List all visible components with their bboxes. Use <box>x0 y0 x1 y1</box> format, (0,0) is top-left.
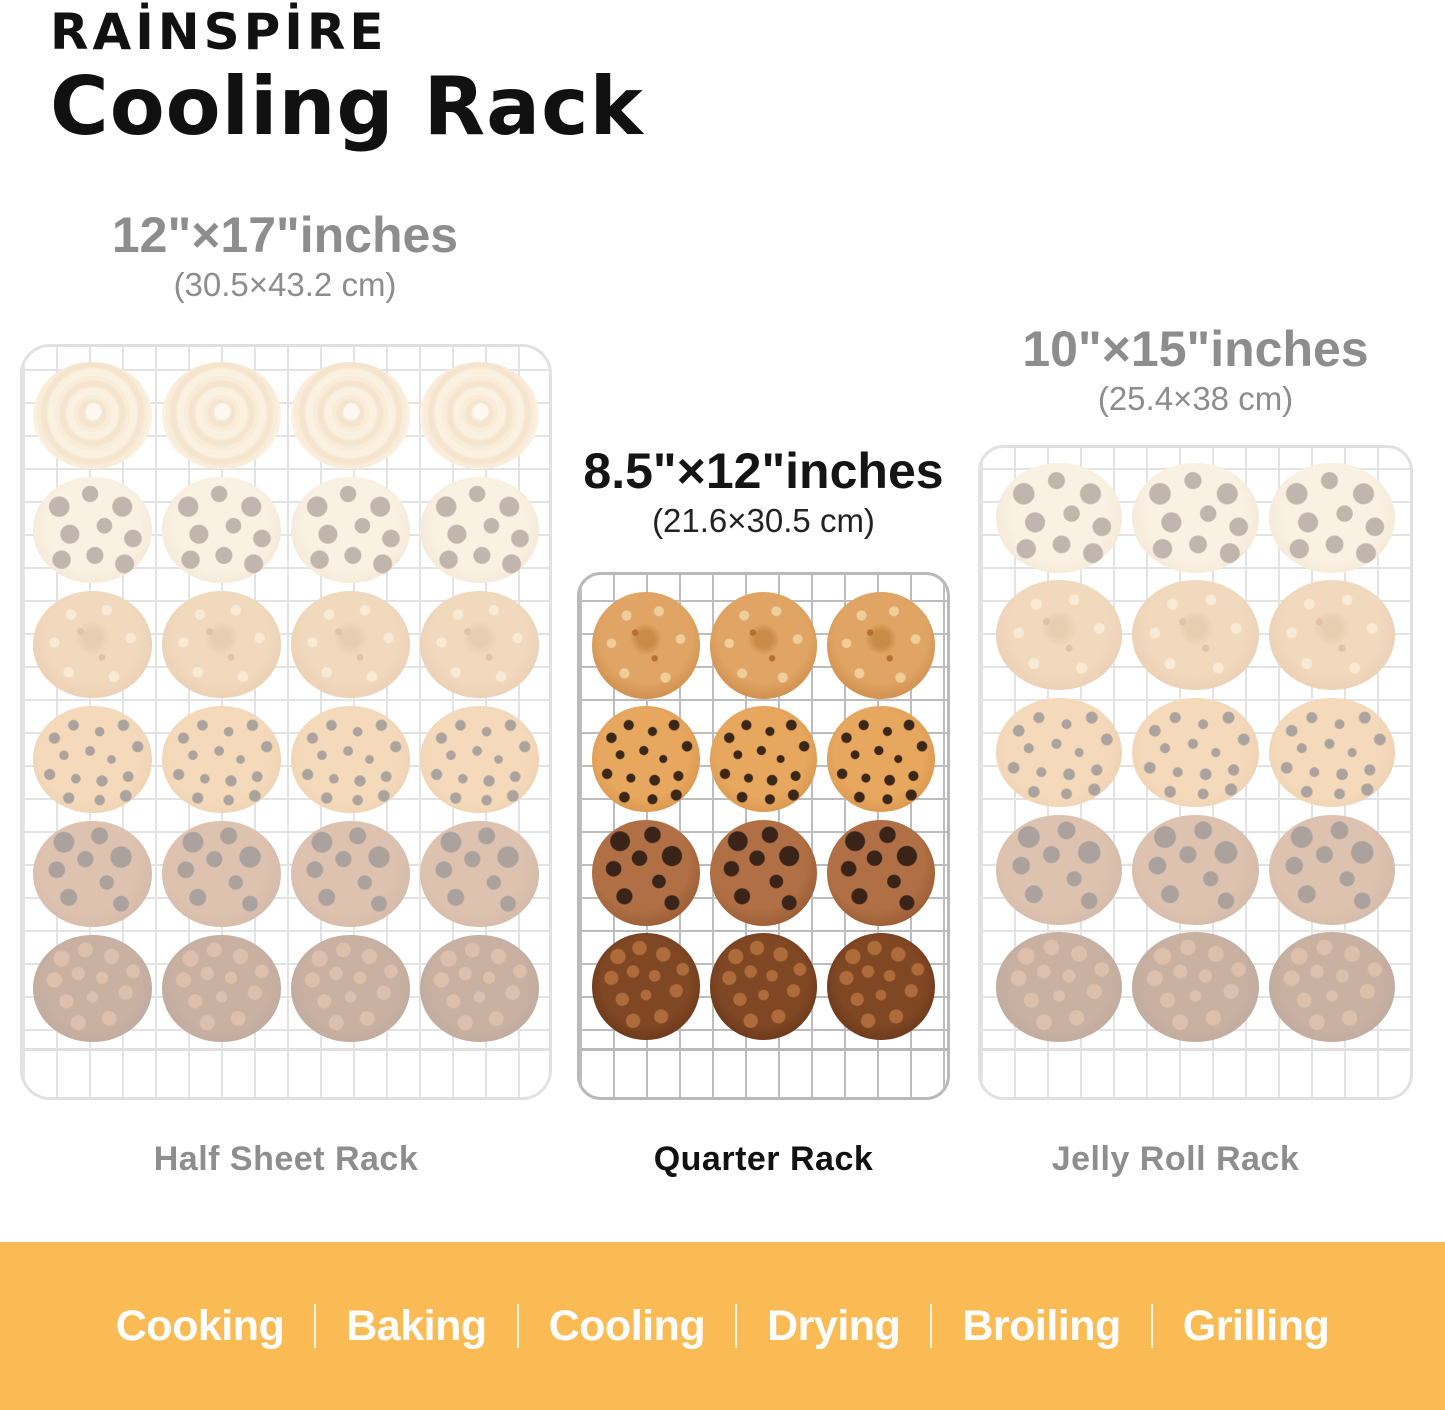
size-inches: 12"×17"inches <box>111 207 459 263</box>
amaretti-cookie <box>592 592 701 699</box>
dark-chocolate-cookie <box>33 935 152 1042</box>
chocolate-chip-cookie <box>33 476 152 584</box>
amaretti-cookie <box>33 591 152 698</box>
size-cm: (30.5×43.2 cm) <box>173 266 397 303</box>
cookie-grid <box>31 361 541 1043</box>
chip-sprinkle-cookie <box>33 706 152 813</box>
banner-separator <box>314 1304 317 1348</box>
banner-separator <box>735 1304 738 1348</box>
chip-sprinkle-cookie <box>420 706 539 813</box>
banner-word-cooking: Cooking <box>115 1301 285 1350</box>
dark-chocolate-cookie <box>1268 931 1396 1042</box>
amaretti-cookie <box>709 592 818 699</box>
dark-chocolate-cookie <box>826 933 935 1040</box>
amaretti-cookie <box>1132 580 1259 691</box>
size-cm: (21.6×30.5 cm) <box>652 502 875 539</box>
chip-sprinkle-cookie <box>1132 697 1259 808</box>
chip-sprinkle-cookie <box>995 697 1123 808</box>
chip-sprinkle-cookie <box>291 706 410 813</box>
dark-chocolate-cookie <box>995 931 1123 1042</box>
rack-caption-half-sheet: Half Sheet Rack <box>153 1140 419 1178</box>
brown-choc-chip-cookie <box>592 819 701 927</box>
chip-sprinkle-cookie <box>1268 697 1396 808</box>
brown-choc-chip-cookie <box>291 820 410 928</box>
brown-choc-chip-cookie <box>826 819 935 927</box>
banner-word-cooling: Cooling <box>548 1301 706 1350</box>
chocolate-chip-cookie <box>1268 463 1396 574</box>
brown-choc-chip-cookie <box>1268 814 1396 925</box>
rack-caption-quarter: Quarter Rack <box>653 1140 874 1178</box>
size-cm: (25.4×38 cm) <box>1097 380 1294 417</box>
brown-choc-chip-cookie <box>995 814 1123 925</box>
dark-chocolate-cookie <box>162 935 281 1042</box>
dark-chocolate-cookie <box>420 935 539 1042</box>
brown-choc-chip-cookie <box>33 820 152 928</box>
brown-choc-chip-cookie <box>1132 814 1259 925</box>
size-inches: 8.5"×12"inches <box>583 443 944 499</box>
chip-sprinkle-cookie <box>162 706 281 813</box>
wire-grid <box>981 448 1410 1097</box>
swirl-butter-cookie <box>162 362 281 469</box>
banner-separator <box>1150 1304 1153 1348</box>
size-label-quarter: 8.5"×12"inches (21.6×30.5 cm) <box>565 444 962 540</box>
chip-sprinkle-cookie <box>592 705 701 813</box>
banner-word-baking: Baking <box>346 1301 487 1350</box>
rack-foot <box>981 1048 1410 1097</box>
size-label-half-sheet: 12"×17"inches (30.5×43.2 cm) <box>10 208 560 304</box>
chip-sprinkle-cookie <box>826 705 935 813</box>
amaretti-cookie <box>162 591 281 698</box>
dark-chocolate-cookie <box>709 933 818 1040</box>
rack-foot <box>23 1048 549 1097</box>
brown-choc-chip-cookie <box>420 820 539 928</box>
cooling-rack-jelly-roll <box>978 445 1413 1100</box>
chocolate-chip-cookie <box>291 476 410 584</box>
chocolate-chip-cookie <box>162 476 281 584</box>
dark-chocolate-cookie <box>291 935 410 1042</box>
brown-choc-chip-cookie <box>162 820 281 928</box>
brown-choc-chip-cookie <box>709 819 818 927</box>
brand-logo: RAİNSPİRE <box>50 3 388 61</box>
dark-chocolate-cookie <box>1132 931 1259 1042</box>
chocolate-chip-cookie <box>1132 463 1259 574</box>
chip-sprinkle-cookie <box>709 705 818 813</box>
cooling-rack-half-sheet <box>20 344 552 1100</box>
cooling-rack-quarter <box>577 572 950 1100</box>
swirl-butter-cookie <box>33 362 152 469</box>
chocolate-chip-cookie <box>420 476 539 584</box>
banner-word-drying: Drying <box>767 1301 901 1350</box>
banner-separator <box>930 1304 933 1348</box>
product-title: Cooling Rack <box>50 59 644 153</box>
rack-foot <box>580 1048 947 1097</box>
banner-word-grilling: Grilling <box>1182 1301 1330 1350</box>
amaretti-cookie <box>1268 580 1396 691</box>
feature-banner: Cooking Baking Cooling Drying Broiling Grilli… <box>0 1242 1445 1410</box>
banner-separator <box>516 1304 519 1348</box>
swirl-butter-cookie <box>291 362 410 469</box>
amaretti-cookie <box>291 591 410 698</box>
banner-word-broiling: Broiling <box>962 1301 1121 1350</box>
dark-chocolate-cookie <box>592 933 701 1040</box>
swirl-butter-cookie <box>420 362 539 469</box>
amaretti-cookie <box>826 592 935 699</box>
brand-header: RAİNSPİRE Cooling Rack <box>50 6 644 147</box>
size-inches: 10"×15"inches <box>1022 321 1369 377</box>
size-label-jelly-roll: 10"×15"inches (25.4×38 cm) <box>968 322 1423 418</box>
rack-caption-jelly-roll: Jelly Roll Rack <box>1051 1140 1300 1178</box>
chocolate-chip-cookie <box>995 463 1123 574</box>
cookie-grid <box>590 591 937 1041</box>
cookie-grid <box>993 462 1398 1043</box>
amaretti-cookie <box>420 591 539 698</box>
amaretti-cookie <box>995 580 1123 691</box>
wire-grid <box>23 347 549 1097</box>
